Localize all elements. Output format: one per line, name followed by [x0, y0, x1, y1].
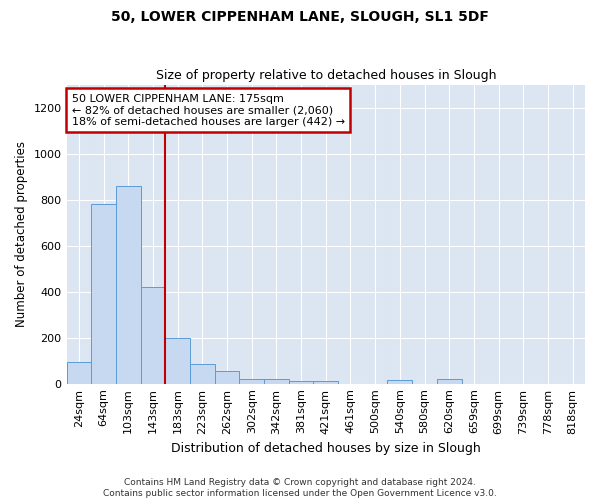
Bar — [140, 287, 165, 384]
Bar — [215, 371, 239, 384]
Bar — [116, 186, 140, 384]
Bar — [67, 362, 91, 384]
Bar — [239, 378, 264, 384]
Bar — [388, 380, 412, 384]
Bar — [313, 382, 338, 384]
Text: 50, LOWER CIPPENHAM LANE, SLOUGH, SL1 5DF: 50, LOWER CIPPENHAM LANE, SLOUGH, SL1 5D… — [111, 10, 489, 24]
Title: Size of property relative to detached houses in Slough: Size of property relative to detached ho… — [155, 69, 496, 82]
Bar — [190, 364, 215, 384]
Bar — [91, 204, 116, 384]
Text: 50 LOWER CIPPENHAM LANE: 175sqm
← 82% of detached houses are smaller (2,060)
18%: 50 LOWER CIPPENHAM LANE: 175sqm ← 82% of… — [72, 94, 345, 126]
Text: Contains HM Land Registry data © Crown copyright and database right 2024.
Contai: Contains HM Land Registry data © Crown c… — [103, 478, 497, 498]
Bar — [289, 382, 313, 384]
Y-axis label: Number of detached properties: Number of detached properties — [15, 141, 28, 327]
Bar — [165, 338, 190, 384]
Bar — [437, 378, 461, 384]
Bar — [264, 378, 289, 384]
X-axis label: Distribution of detached houses by size in Slough: Distribution of detached houses by size … — [171, 442, 481, 455]
